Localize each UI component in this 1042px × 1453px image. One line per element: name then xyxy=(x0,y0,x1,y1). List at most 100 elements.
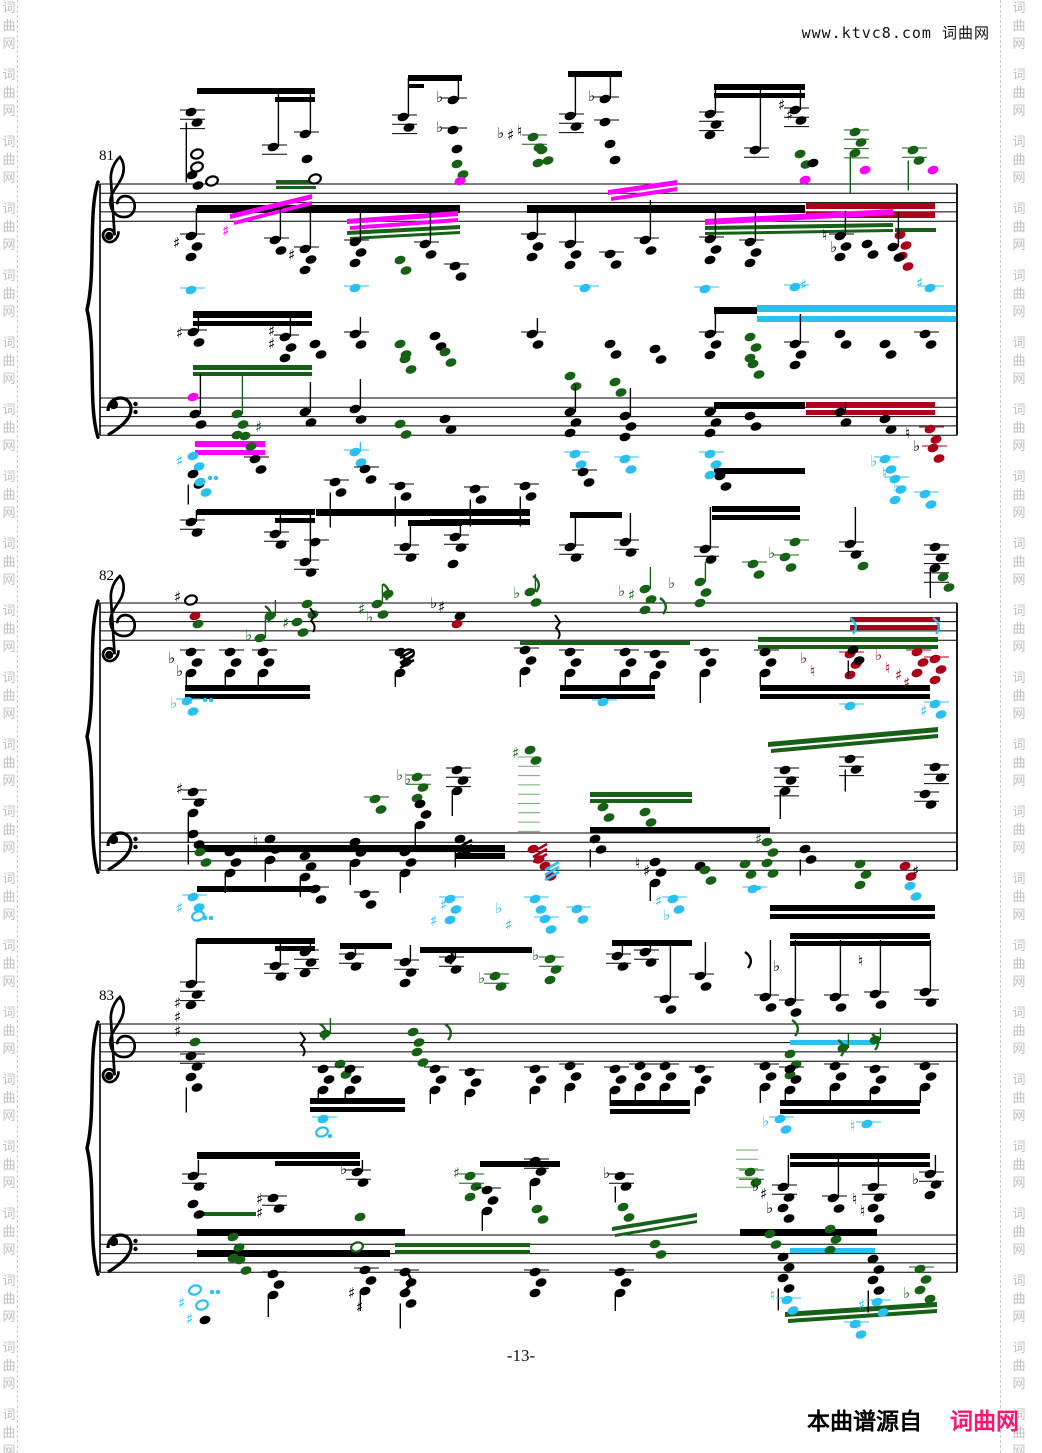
notehead xyxy=(781,1295,793,1305)
notehead xyxy=(570,122,582,131)
beam xyxy=(850,617,940,622)
notehead xyxy=(224,847,236,857)
accidental: ♭ xyxy=(762,1112,769,1130)
notehead xyxy=(230,858,242,867)
bass-clef-dot xyxy=(133,1246,138,1252)
watermark-text: 词曲网 xyxy=(2,939,16,990)
notehead xyxy=(789,282,801,292)
notehead xyxy=(191,658,203,667)
accidental: ♭ xyxy=(513,584,520,602)
notehead xyxy=(783,1193,795,1202)
notehead xyxy=(375,805,387,814)
notehead xyxy=(645,595,657,604)
notehead xyxy=(827,1193,839,1203)
notehead xyxy=(853,656,865,665)
notehead xyxy=(564,428,576,438)
accidental: ♯ xyxy=(282,614,289,632)
beam xyxy=(197,938,315,944)
notehead xyxy=(575,460,587,469)
notehead xyxy=(784,1049,796,1059)
notehead xyxy=(710,418,722,427)
beam xyxy=(480,1161,560,1167)
accidental: ♭ xyxy=(588,87,595,105)
notehead xyxy=(299,129,311,139)
notehead xyxy=(640,1072,652,1081)
notehead xyxy=(527,132,539,142)
notehead xyxy=(619,668,631,678)
accidental: ♭ xyxy=(396,766,403,784)
notehead xyxy=(542,156,554,165)
watermark-text: 词曲网 xyxy=(2,537,16,588)
notehead xyxy=(305,862,317,871)
beam xyxy=(714,468,805,474)
beam xyxy=(275,1161,360,1166)
notehead xyxy=(185,1072,197,1082)
notehead xyxy=(299,947,311,957)
notehead xyxy=(187,1171,199,1181)
accidental: ♮ xyxy=(858,952,863,970)
notehead xyxy=(753,570,765,579)
notehead xyxy=(655,355,667,364)
accidental: ♭ xyxy=(752,1177,759,1195)
beam xyxy=(350,231,460,240)
accidental: ♯ xyxy=(358,600,365,618)
notehead xyxy=(489,971,501,981)
notehead xyxy=(783,1284,795,1293)
accidental: ♭ xyxy=(436,88,443,106)
notehead xyxy=(457,170,469,179)
notehead xyxy=(191,118,203,127)
beam xyxy=(806,402,935,407)
notehead xyxy=(855,1330,867,1339)
notehead xyxy=(615,1075,627,1084)
notehead xyxy=(887,242,899,252)
notehead xyxy=(464,1192,476,1202)
notehead xyxy=(193,798,205,807)
notehead xyxy=(861,239,873,249)
watermark-text: 词曲网 xyxy=(2,1341,16,1392)
notehead xyxy=(694,1085,706,1095)
beam xyxy=(705,223,893,230)
notehead xyxy=(564,239,576,249)
notehead xyxy=(429,1085,441,1095)
notehead xyxy=(185,107,197,117)
notehead xyxy=(879,339,891,349)
notehead xyxy=(185,1000,197,1010)
notehead xyxy=(532,340,544,349)
notehead xyxy=(577,467,589,477)
accidental: ♭ xyxy=(912,1170,919,1188)
beam xyxy=(790,1153,930,1159)
notehead xyxy=(245,442,257,451)
notehead xyxy=(619,411,631,421)
notehead xyxy=(417,783,429,792)
beam xyxy=(590,792,692,797)
notehead xyxy=(639,947,651,957)
beam xyxy=(740,1229,877,1236)
notehead xyxy=(359,464,371,474)
notehead xyxy=(564,407,576,417)
notehead xyxy=(530,598,542,607)
accidental: ♮ xyxy=(517,122,522,140)
measure-number: 81 xyxy=(99,148,114,164)
notehead xyxy=(877,1308,889,1317)
accidental: ♭ xyxy=(436,118,443,136)
notehead xyxy=(655,868,667,877)
notehead xyxy=(240,1266,252,1275)
notehead xyxy=(859,165,871,175)
beam xyxy=(193,311,312,318)
beam xyxy=(197,1212,256,1216)
notehead xyxy=(599,94,611,104)
source-site-link[interactable]: 词曲网 xyxy=(950,1409,1019,1435)
notehead xyxy=(609,1064,621,1074)
notehead xyxy=(464,1067,476,1077)
notehead xyxy=(659,994,671,1004)
notehead xyxy=(767,869,779,878)
beam xyxy=(395,1250,530,1254)
notehead xyxy=(444,894,456,904)
accidental: ♯ xyxy=(174,1022,181,1040)
notehead xyxy=(854,880,866,890)
notehead xyxy=(267,1269,279,1279)
notehead xyxy=(185,1051,197,1061)
watermark-text: 词曲网 xyxy=(1012,1408,1026,1453)
accidental: ♯ xyxy=(268,335,275,353)
notehead xyxy=(844,670,856,680)
